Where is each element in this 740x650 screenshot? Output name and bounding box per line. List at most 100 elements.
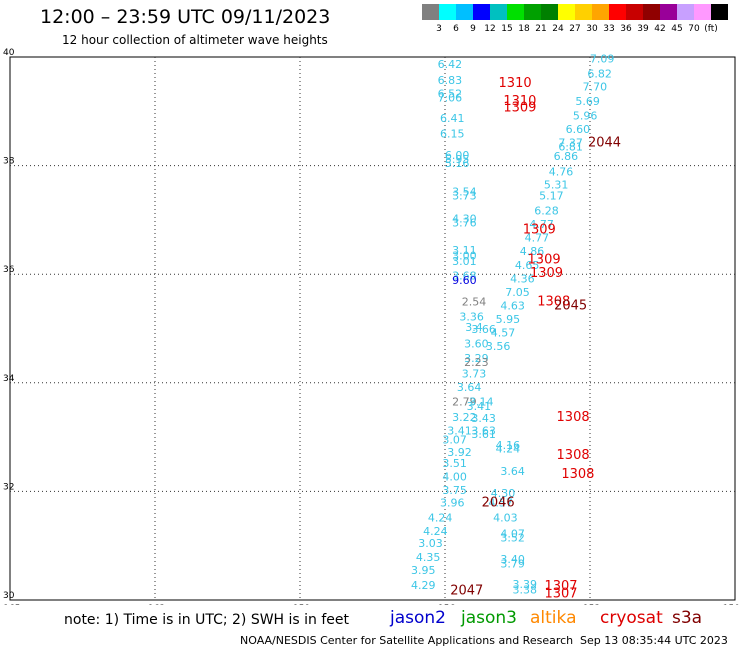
scale-label: 12 [484, 24, 496, 34]
wave-height-value: 3.41 [447, 424, 472, 437]
wave-height-map: 40 38 36 34 32 30 -165 -162 -159 -156 -153 -150 6.42… [0, 48, 740, 605]
wave-height-value: 4.29 [411, 579, 436, 592]
pass-time-label: 1308 [561, 467, 594, 482]
wave-height-value: 3.96 [440, 497, 465, 510]
scale-label: 39 [637, 24, 649, 34]
wave-height-value: 3.00 [452, 250, 477, 263]
wave-height-value: 3.01 [452, 255, 477, 268]
wave-height-value: 3.79 [500, 557, 525, 570]
wave-height-value: 3.73 [452, 189, 477, 202]
wave-height-value: 4.57 [488, 497, 513, 510]
wave-height-value: 3.52 [500, 531, 525, 544]
wave-height-value: 6.81 [558, 140, 583, 153]
wave-height-value: 6.41 [440, 112, 465, 125]
lat-tick-label: 36 [3, 265, 15, 275]
scale-swatch [524, 4, 541, 20]
wave-height-value: 3.07 [442, 434, 467, 447]
wave-height-value: 3.39 [513, 578, 538, 591]
pass-time-label: 1308 [537, 295, 570, 310]
wave-height-value: 4.86 [520, 245, 545, 258]
wave-height-value: 9.60 [452, 274, 477, 287]
scale-label: 15 [501, 24, 513, 34]
wave-height-value: 5.95 [445, 153, 470, 166]
wave-height-value: 3.60 [464, 338, 489, 351]
wave-height-value: 4.35 [416, 551, 441, 564]
pass-time-label: 1309 [503, 100, 536, 115]
pass-time-label: 1307 [544, 586, 577, 601]
wave-height-value: 6.28 [534, 204, 559, 217]
wave-height-value: 5.95 [496, 313, 521, 326]
scale-label: 9 [470, 24, 476, 34]
mission-s3a: s3a [672, 608, 703, 628]
wave-height-value: 3.11 [452, 244, 477, 257]
pass-time-label: 2044 [588, 136, 621, 151]
footer-timestamp: Sep 13 08:35:44 UTC 2023 [580, 634, 728, 647]
pass-time-label: 1310 [503, 94, 536, 109]
scale-swatch [490, 4, 507, 20]
scale-swatch [643, 4, 660, 20]
wave-height-value: 3.56 [486, 340, 511, 353]
lon-tick-label: -159 [290, 604, 311, 605]
wave-height-value: 7.09 [590, 52, 615, 65]
wave-height-value: 4.24 [428, 511, 453, 524]
wave-height-value: 3.68 [452, 270, 477, 283]
wave-height-value: 7.05 [505, 286, 530, 299]
wave-height-value: 3.03 [418, 537, 443, 550]
scale-swatch [711, 4, 728, 20]
wave-height-value: 6.15 [440, 127, 465, 140]
wave-height-value: 3.76 [452, 216, 477, 229]
mission-altika: altika [530, 608, 577, 628]
pass-time-label: 2045 [554, 298, 587, 313]
page-subtitle: 12 hour collection of altimeter wave hei… [62, 33, 328, 47]
wave-height-value: 3.14 [469, 396, 494, 409]
wave-height-value: 3.61 [471, 428, 496, 441]
page-title: 12:00 – 23:59 UTC 09/11/2023 [40, 6, 331, 28]
lat-tick-label: 38 [3, 157, 15, 167]
wave-height-value: 4.76 [549, 165, 574, 178]
wave-height-value: 4.65 [515, 259, 540, 272]
mission-cryosat: cryosat [600, 608, 663, 628]
pass-time-label: 1309 [523, 222, 556, 237]
wave-height-value: 3.95 [411, 564, 436, 577]
wave-height-value: 5.96 [573, 109, 598, 122]
scale-swatch [677, 4, 694, 20]
wave-height-value: 6.52 [438, 88, 463, 101]
wave-height-value: 5.69 [575, 95, 600, 108]
lat-tick-label: 40 [3, 48, 15, 58]
scale-swatch [456, 4, 473, 20]
scale-label: 24 [552, 24, 564, 34]
wave-height-value: 6.42 [438, 58, 463, 71]
wave-height-value: 3.54 [452, 185, 477, 198]
pass-time-label: 1308 [557, 410, 590, 425]
scale-swatch [626, 4, 643, 20]
pass-time-label: 1309 [528, 252, 561, 267]
wave-height-value: 3.73 [462, 367, 487, 380]
footer-credit: NOAA/NESDIS Center for Satellite Applica… [240, 634, 574, 647]
wave-height-value: 5.16 [445, 157, 470, 170]
lon-tick-label: -162 [145, 604, 165, 605]
wave-height-value: 3.4 [465, 321, 483, 334]
scale-label: 27 [569, 24, 581, 34]
wave-height-value: 3.29 [464, 352, 489, 365]
wave-height-value: 6.60 [566, 123, 591, 136]
pass-time-label: 2047 [450, 584, 483, 599]
wave-height-value: 7.37 [558, 137, 583, 150]
pass-time-label: 1310 [499, 76, 532, 91]
wave-height-value: 5.17 [539, 189, 564, 202]
wave-height-value: 3.43 [471, 412, 496, 425]
wave-height-value: 3.51 [442, 457, 467, 470]
scale-label: 21 [535, 24, 547, 34]
scale-swatch [558, 4, 575, 20]
wave-height-value: 2.54 [462, 296, 487, 309]
map-frame [9, 56, 736, 601]
wave-height-value: 3.38 [513, 583, 538, 596]
mission-jason2: jason2 [390, 608, 446, 628]
scale-label: 3 [436, 24, 442, 34]
scale-label: (ft) [704, 24, 718, 34]
scale-label: 30 [586, 24, 598, 34]
wave-height-value: 3.36 [459, 310, 484, 323]
scale-label: 70 [688, 24, 700, 34]
wave-height-value: 4.00 [442, 471, 467, 484]
mission-jason3: jason3 [461, 608, 517, 628]
wave-height-value: 4.57 [491, 327, 516, 340]
